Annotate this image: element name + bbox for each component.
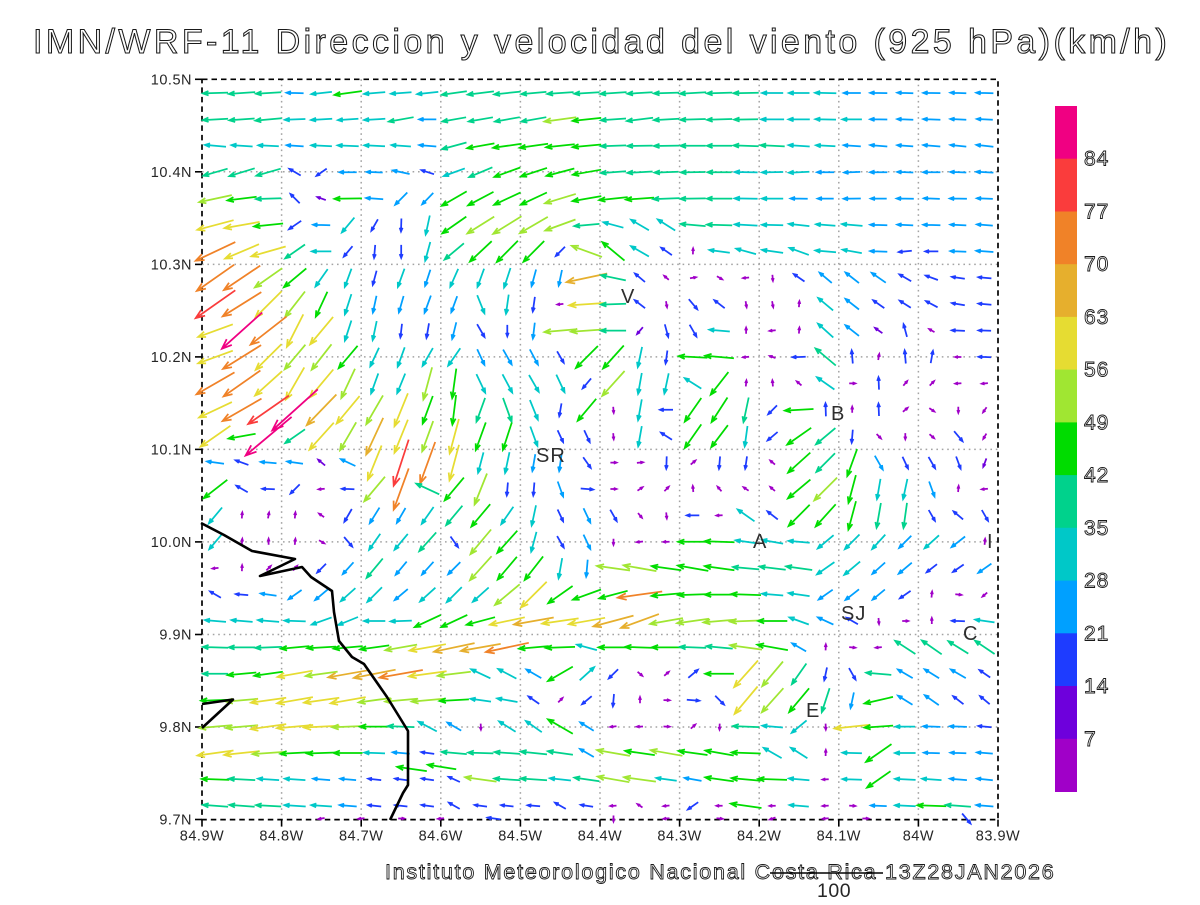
svg-text:9.8N: 9.8N — [159, 720, 192, 736]
svg-text:E: E — [806, 700, 820, 722]
svg-text:77: 77 — [1084, 201, 1109, 224]
svg-text:56: 56 — [1084, 359, 1109, 382]
svg-text:B: B — [831, 403, 845, 425]
svg-text:10.1N: 10.1N — [151, 443, 192, 459]
svg-text:84.4W: 84.4W — [578, 829, 622, 845]
svg-text:70: 70 — [1084, 253, 1109, 276]
svg-text:SR: SR — [536, 445, 566, 467]
svg-text:63: 63 — [1084, 306, 1109, 329]
svg-text:SJ: SJ — [841, 603, 866, 625]
svg-text:V: V — [621, 286, 635, 308]
svg-text:42: 42 — [1084, 464, 1109, 487]
svg-text:9.7N: 9.7N — [159, 813, 192, 829]
svg-text:Instituto Meteorologico Nacion: Instituto Meteorologico Nacional Costa R… — [385, 860, 1055, 884]
svg-text:84.2W: 84.2W — [737, 829, 781, 845]
svg-text:10.4N: 10.4N — [151, 165, 192, 181]
svg-text:C: C — [963, 623, 978, 645]
svg-text:83.9W: 83.9W — [976, 829, 1020, 845]
svg-text:9.9N: 9.9N — [159, 628, 192, 644]
svg-text:21: 21 — [1084, 622, 1109, 645]
svg-text:49: 49 — [1084, 411, 1109, 434]
svg-text:84.3W: 84.3W — [657, 829, 701, 845]
svg-text:14: 14 — [1084, 675, 1109, 698]
svg-text:84.8W: 84.8W — [259, 829, 303, 845]
svg-text:84W: 84W — [903, 829, 934, 845]
svg-text:35: 35 — [1084, 517, 1109, 540]
svg-text:84.5W: 84.5W — [498, 829, 542, 845]
svg-text:10.0N: 10.0N — [151, 535, 192, 551]
svg-text:I: I — [987, 531, 994, 553]
svg-text:100: 100 — [817, 880, 851, 900]
svg-text:84.9W: 84.9W — [180, 829, 224, 845]
svg-text:84.6W: 84.6W — [419, 829, 463, 845]
svg-text:7: 7 — [1084, 728, 1097, 751]
svg-text:28: 28 — [1084, 570, 1109, 593]
svg-text:A: A — [753, 531, 767, 553]
svg-text:84.7W: 84.7W — [339, 829, 383, 845]
svg-text:84.1W: 84.1W — [817, 829, 861, 845]
svg-text:84: 84 — [1084, 148, 1109, 171]
svg-text:10.5N: 10.5N — [151, 73, 192, 89]
svg-text:10.3N: 10.3N — [151, 258, 192, 274]
svg-text:IMN/WRF-11 Direccion y velocid: IMN/WRF-11 Direccion y velocidad del vie… — [33, 23, 1170, 61]
svg-text:10.2N: 10.2N — [151, 350, 192, 366]
